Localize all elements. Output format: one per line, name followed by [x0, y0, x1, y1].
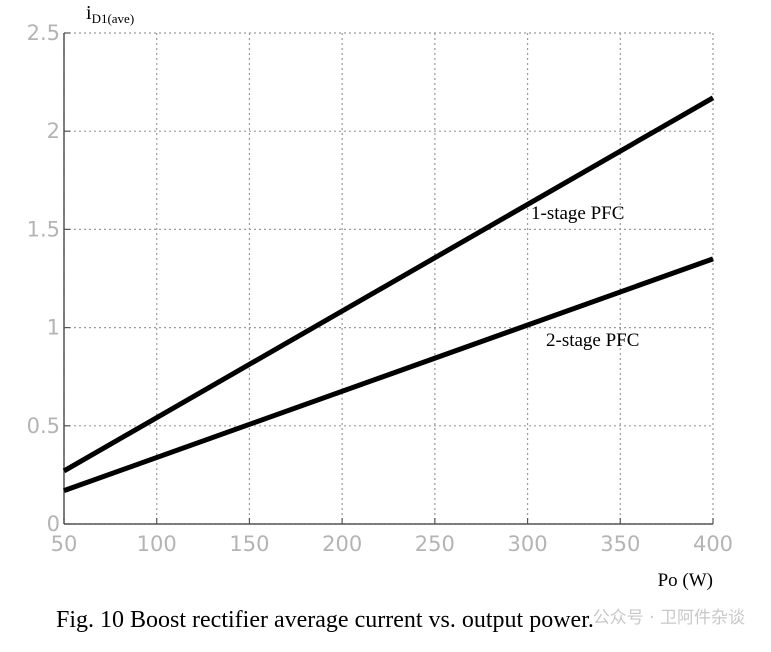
x-tick-label: 150 — [229, 532, 269, 556]
x-tick-label: 400 — [693, 532, 733, 556]
y-tick-label: 1 — [47, 316, 60, 340]
x-tick-label: 300 — [508, 532, 548, 556]
y-tick-label: 1.5 — [27, 217, 60, 241]
series-label-1-stage: 1-stage PFC — [531, 203, 624, 224]
y-tick-label: 0.5 — [27, 414, 60, 438]
y-axis-label: iD1(ave) — [86, 2, 134, 26]
y-tick-label: 0 — [47, 512, 60, 536]
axes — [63, 32, 714, 525]
x-axis-label: Po (W) — [658, 570, 713, 591]
x-tick-label: 200 — [322, 532, 362, 556]
grid — [63, 32, 714, 525]
watermark-text: 公众号 · 卫阿件杂谈 — [593, 608, 745, 628]
series-lines — [62, 95, 715, 493]
y-tick-label: 2 — [47, 119, 60, 143]
x-tick-label: 350 — [600, 532, 640, 556]
series-line-1 — [62, 95, 715, 474]
x-tick-label: 100 — [137, 532, 177, 556]
x-tick-label: 250 — [415, 532, 455, 556]
tick-labels: 50 100 150 200 250 300 350 400 0 0.5 1 1.5 2 2.5 — [27, 21, 733, 556]
figure-caption: Fig. 10 Boost rectifier average current … — [56, 607, 594, 633]
y-tick-label: 2.5 — [27, 21, 60, 45]
series-line-2 — [63, 256, 714, 493]
series-label-2-stage: 2-stage PFC — [546, 330, 639, 351]
x-tick-label: 50 — [51, 532, 78, 556]
